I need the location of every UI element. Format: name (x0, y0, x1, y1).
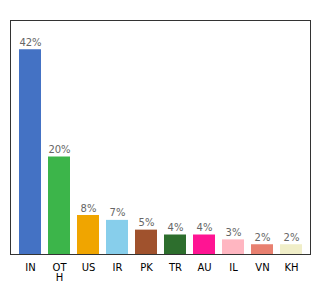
svg-text:VN: VN (255, 262, 269, 273)
svg-text:2%: 2% (255, 232, 271, 243)
svg-text:7%: 7% (110, 207, 126, 218)
svg-text:2%: 2% (284, 232, 300, 243)
svg-text:8%: 8% (81, 203, 97, 214)
svg-text:PK: PK (140, 262, 153, 273)
svg-text:IN: IN (25, 262, 35, 273)
svg-text:20%: 20% (48, 144, 70, 155)
svg-text:4%: 4% (168, 222, 184, 233)
svg-text:42%: 42% (19, 37, 41, 48)
svg-text:AU: AU (197, 262, 211, 273)
svg-text:5%: 5% (139, 217, 155, 228)
svg-text:KH: KH (284, 262, 298, 273)
svg-text:OTH: OTH (53, 262, 68, 283)
svg-text:3%: 3% (226, 227, 242, 238)
svg-text:4%: 4% (197, 222, 213, 233)
svg-text:TR: TR (168, 262, 182, 273)
svg-text:IR: IR (113, 262, 123, 273)
svg-text:US: US (82, 262, 96, 273)
svg-text:IL: IL (229, 262, 238, 273)
